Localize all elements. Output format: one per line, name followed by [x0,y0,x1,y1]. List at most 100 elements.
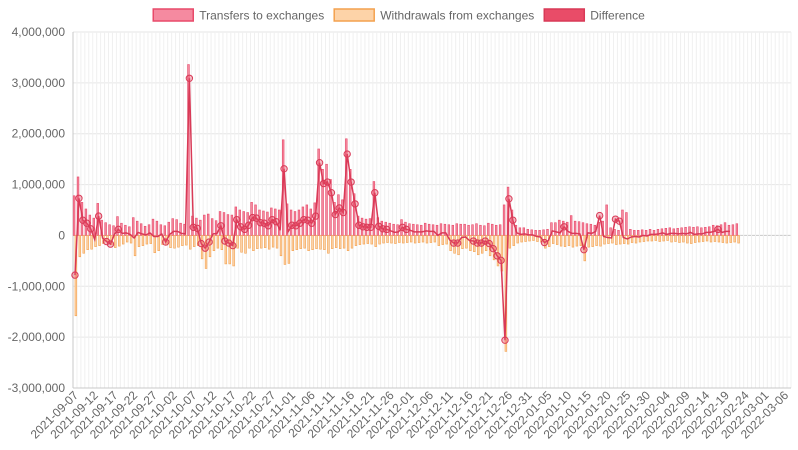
withdrawals-bar [382,235,385,244]
difference-point [382,225,391,234]
difference-point [363,223,371,231]
withdrawals-bar [737,235,740,244]
transfers-bar [668,227,671,236]
difference-point [493,252,501,260]
withdrawals-bar [599,235,602,247]
withdrawals-bar [323,235,326,250]
withdrawals-bar [429,235,433,243]
difference-point [236,223,245,231]
difference-point [272,217,280,226]
withdrawals-bar [402,235,405,244]
withdrawals-bar [252,235,255,251]
withdrawals-bar [575,235,579,247]
withdrawals-bar [125,235,129,243]
withdrawals-bar [315,235,318,249]
withdrawals-bar [248,235,251,249]
withdrawals-bar [670,235,673,243]
difference-point [580,245,588,254]
transfers-bar [581,222,585,236]
transfers-bar [522,227,526,236]
transfers-bar [475,223,478,236]
transfers-bar [723,222,727,236]
withdrawals-bar [662,235,665,242]
withdrawals-bar [678,235,681,243]
transfers-bar [684,226,687,236]
transfers-bar [696,226,699,236]
withdrawals-bar [520,235,523,243]
difference-point [280,165,288,173]
difference-point [201,244,209,252]
withdrawals-bar [721,235,725,243]
transfers-bar [637,230,640,236]
legend-swatch [152,8,194,22]
withdrawals-bar [650,235,654,242]
legend-swatch [543,8,586,22]
withdrawals-bar [212,235,216,251]
withdrawals-bar [169,235,172,248]
transfers-bar [735,223,739,236]
transfers-bar [424,222,427,236]
transfers-bar [569,215,573,236]
difference-point [714,225,722,234]
withdrawals-bar [177,235,180,248]
withdrawals-bar [378,235,381,245]
withdrawals-bar [674,235,677,242]
transfers-bar [443,223,447,236]
difference-point [367,223,375,231]
transfers-bar [321,169,324,236]
withdrawals-bar [299,235,302,249]
transfers-bar [534,230,537,236]
difference-point [71,271,79,279]
transfers-bar [708,226,711,236]
difference-point [469,237,478,245]
difference-point [307,219,316,227]
difference-point [106,240,115,248]
difference-point [292,222,300,230]
withdrawals-bar [208,235,212,258]
withdrawals-bar [153,235,156,254]
difference-point [453,239,462,247]
withdrawals-bar [287,235,291,264]
withdrawals-bar [145,235,149,245]
transfers-bar [680,227,683,236]
withdrawals-bar [338,235,342,249]
withdrawals-bar [437,235,440,246]
withdrawals-bar [98,235,101,246]
transfers-bar [664,228,668,236]
y-tick-label: -2,000,000 [8,330,66,344]
withdrawals-bar [413,235,417,244]
difference-point [505,195,513,203]
withdrawals-bar [417,235,421,243]
difference-point [260,219,269,227]
transfers-bar [704,226,707,236]
transfers-bar [349,169,352,236]
transfers-bar [727,224,731,236]
transfers-bar [396,224,399,236]
withdrawals-bar [603,235,606,245]
withdrawals-bar [114,235,117,248]
difference-point [162,238,170,246]
withdrawals-bar [595,235,598,246]
transfers-bar [498,224,502,236]
transfers-bar [688,226,691,236]
y-tick-label: 3,000,000 [12,76,66,90]
withdrawals-bar [303,235,306,249]
withdrawals-bar [619,235,622,245]
difference-point [509,216,517,224]
difference-point [252,214,261,222]
transfers-bar [471,224,474,236]
withdrawals-bar [264,235,267,248]
difference-point [347,178,355,186]
difference-point [83,219,91,227]
difference-point [560,223,568,231]
difference-point [501,336,509,344]
withdrawals-bar [366,235,369,244]
transfers-bar [672,228,675,236]
transfers-bar [538,230,541,236]
difference-point [185,74,194,82]
difference-point [343,150,351,158]
transfers-bar [151,218,155,236]
withdrawals-bar [410,235,413,243]
